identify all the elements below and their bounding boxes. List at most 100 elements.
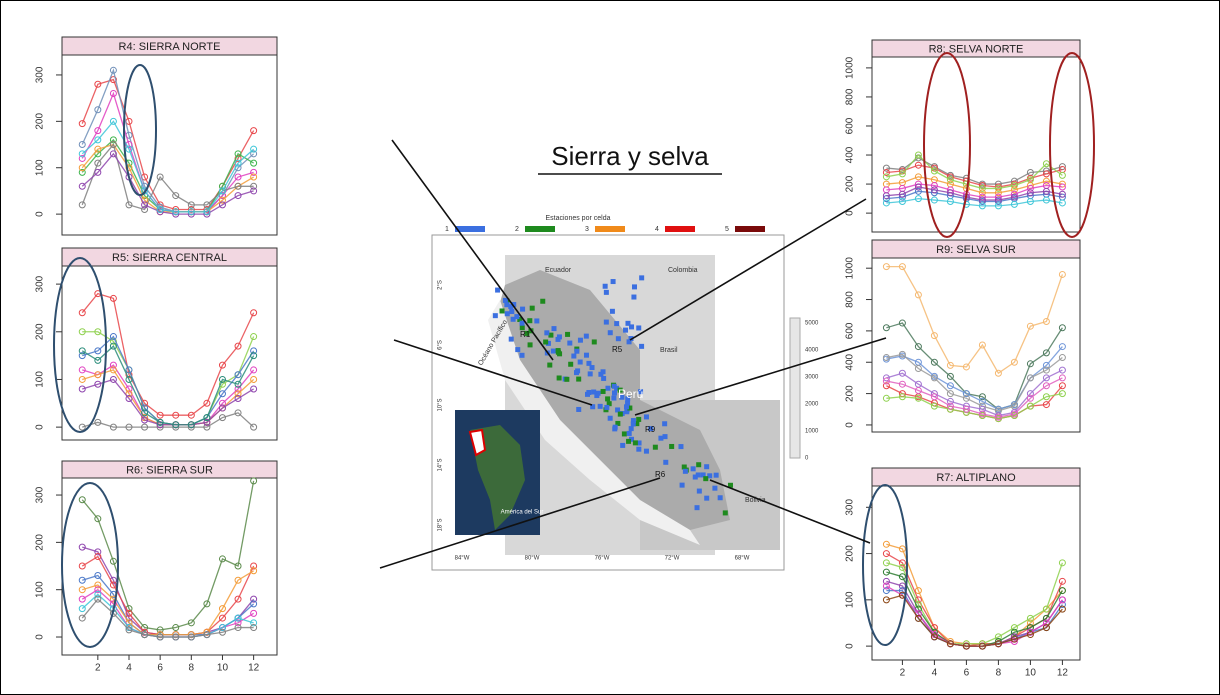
station-cell: [680, 483, 685, 488]
station-cell: [644, 449, 649, 454]
station-cell: [636, 447, 641, 452]
page: Sierra y selva Estaciones por celda12345…: [0, 0, 1220, 695]
station-cell: [611, 396, 616, 401]
legend-swatch: [665, 226, 695, 232]
station-cell: [697, 489, 702, 494]
lat-label: 2°S: [438, 280, 444, 290]
station-cell: [653, 445, 658, 450]
station-cell: [568, 362, 573, 367]
y-tick-label: 300: [845, 499, 856, 516]
panel: R6: SIERRA SUR010020030024681012: [35, 461, 277, 674]
y-tick-label: 200: [35, 534, 46, 551]
station-cell: [644, 414, 649, 419]
station-cell: [515, 347, 520, 352]
station-cell: [604, 405, 609, 410]
station-cell: [618, 412, 623, 417]
y-tick-label: 100: [845, 591, 856, 608]
station-cell: [530, 306, 535, 311]
station-cell: [639, 275, 644, 280]
station-cell: [584, 353, 589, 358]
legend-label: 3: [585, 226, 589, 233]
panel-frame: [62, 248, 277, 440]
x-tick-label: 4: [126, 663, 132, 674]
station-cell: [509, 337, 514, 342]
station-cell: [636, 417, 641, 422]
station-cell: [662, 421, 667, 426]
station-cell: [631, 421, 636, 426]
station-cell: [624, 404, 629, 409]
y-tick-label: 300: [35, 66, 46, 83]
x-tick-label: 6: [157, 663, 163, 674]
station-cell: [616, 336, 621, 341]
colorbar-label: 3000: [805, 375, 819, 381]
station-cell: [696, 462, 701, 467]
y-tick-label: 800: [845, 88, 856, 105]
station-cell: [495, 288, 500, 293]
y-tick-label: 1000: [845, 257, 856, 280]
station-cell: [540, 299, 545, 304]
station-cell: [598, 404, 603, 409]
station-cell: [604, 290, 609, 295]
panel-title: R4: SIERRA NORTE: [119, 41, 221, 53]
station-cell: [576, 377, 581, 382]
station-cell: [683, 469, 688, 474]
legend-swatch: [525, 226, 555, 232]
station-cell: [695, 505, 700, 510]
legend-swatch: [735, 226, 765, 232]
station-cell: [547, 363, 552, 368]
station-cell: [601, 389, 606, 394]
station-cell: [594, 393, 599, 398]
station-cell: [500, 308, 505, 313]
station-cell: [493, 313, 498, 318]
legend-label: 4: [655, 226, 659, 233]
station-cell: [608, 416, 613, 421]
figure: Sierra y selva Estaciones por celda12345…: [0, 0, 1220, 695]
y-tick-label: 100: [35, 371, 46, 388]
y-tick-label: 300: [35, 486, 46, 503]
station-cell: [669, 444, 674, 449]
panel-title: R6: SIERRA SUR: [126, 464, 213, 476]
y-tick-label: 300: [35, 275, 46, 292]
colorbar-label: 5000: [805, 321, 819, 327]
station-cell: [636, 325, 641, 330]
station-cell: [704, 464, 709, 469]
x-tick-label: 6: [964, 668, 970, 679]
station-cell: [571, 354, 576, 359]
station-cell: [678, 444, 683, 449]
region-label: R6: [655, 470, 666, 479]
lat-label: 14°S: [438, 458, 444, 471]
x-tick-label: 2: [900, 668, 906, 679]
panel-title: R5: SIERRA CENTRAL: [112, 252, 227, 264]
station-cell: [574, 370, 579, 375]
station-cell: [586, 361, 591, 366]
station-cell: [565, 332, 570, 337]
legend-swatch: [595, 226, 625, 232]
region-label: R9: [645, 425, 656, 434]
y-tick-label: 600: [845, 117, 856, 134]
x-tick-label: 4: [932, 668, 938, 679]
x-tick-label: 10: [217, 663, 229, 674]
colorbar-label: 1000: [805, 429, 819, 435]
station-cell: [605, 386, 610, 391]
y-tick-label: 200: [845, 545, 856, 562]
station-cell: [567, 341, 572, 346]
station-cell: [704, 496, 709, 501]
y-tick-label: 0: [845, 422, 856, 428]
station-cell: [612, 390, 617, 395]
panel-title: R7: ALTIPLANO: [936, 472, 1016, 484]
y-tick-label: 400: [845, 353, 856, 370]
station-cell: [629, 324, 634, 329]
station-cell: [585, 392, 590, 397]
station-cell: [505, 311, 510, 316]
x-tick-label: 2: [95, 663, 101, 674]
country-label: Brasil: [660, 347, 678, 354]
station-cell: [604, 320, 609, 325]
station-cell: [514, 314, 519, 319]
station-cell: [682, 465, 687, 470]
x-tick-label: 12: [1057, 668, 1069, 679]
station-cell: [629, 426, 634, 431]
y-tick-label: 0: [35, 424, 46, 430]
station-cell: [543, 339, 548, 344]
y-tick-label: 200: [845, 175, 856, 192]
